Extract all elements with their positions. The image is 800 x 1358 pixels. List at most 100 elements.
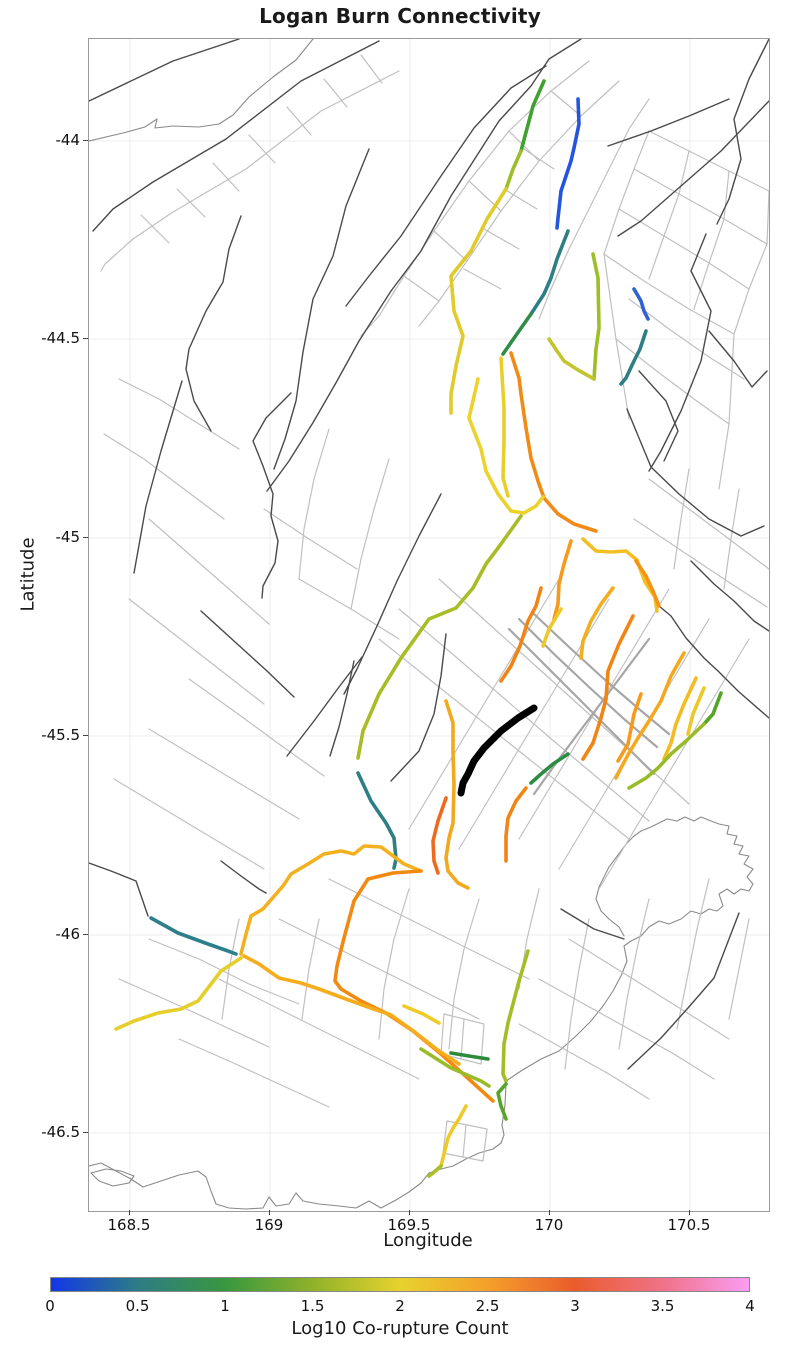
- x-tick-mark: [129, 1210, 131, 1215]
- background-fault-trace: [442, 1120, 488, 1162]
- background-fault-trace: [626, 408, 765, 537]
- background-fault-trace: [113, 778, 265, 870]
- background-fault-trace: [517, 617, 659, 749]
- background-fault-trace: [176, 188, 206, 218]
- background-fault-trace: [360, 60, 590, 337]
- co-rupture-segment: [619, 329, 648, 386]
- background-fault-trace: [617, 100, 769, 237]
- co-rupture-segment: [702, 691, 723, 726]
- y-tick-mark: [83, 537, 88, 539]
- co-rupture-segment: [114, 956, 243, 1031]
- co-rupture-segment: [634, 559, 661, 608]
- co-rupture-segment: [467, 377, 545, 515]
- background-fault-trace: [538, 98, 650, 320]
- colorbar: [50, 1277, 750, 1292]
- background-fault-trace: [603, 253, 630, 420]
- co-rupture-segment: [627, 722, 706, 790]
- background-fault-trace: [690, 560, 769, 632]
- background-fault-trace: [463, 268, 502, 290]
- background-fault-trace: [298, 428, 330, 580]
- background-fault-trace: [266, 39, 582, 492]
- background-fault-trace: [178, 1038, 330, 1108]
- background-fault-trace: [532, 637, 651, 796]
- co-rupture-segment: [439, 1104, 468, 1168]
- background-fault-trace: [728, 918, 750, 1020]
- co-rupture-segment: [541, 607, 563, 648]
- x-tick-label: 168.5: [107, 1216, 151, 1234]
- background-fault-trace: [390, 633, 447, 782]
- background-fault-trace: [723, 488, 740, 590]
- colorbar-tick-label: 0.5: [125, 1297, 150, 1315]
- x-tick-mark: [549, 1210, 551, 1215]
- colorbar-tick-label: 2: [395, 1297, 405, 1315]
- colorbar-tick-label: 1.5: [300, 1297, 325, 1315]
- map-canvas: [89, 39, 769, 1211]
- co-rupture-segment: [616, 692, 643, 763]
- co-rupture-segment: [529, 229, 570, 316]
- colorbar-tick-label: 3.5: [650, 1297, 675, 1315]
- co-rupture-segment: [662, 676, 698, 761]
- background-fault-trace: [440, 1013, 485, 1065]
- y-tick-label: -46: [55, 925, 81, 943]
- co-rupture-segment: [449, 187, 508, 415]
- colorbar-tick-label: 1: [220, 1297, 230, 1315]
- background-fault-trace: [118, 378, 240, 450]
- background-fault-trace: [615, 338, 730, 425]
- background-fault-trace: [550, 90, 582, 117]
- background-fault-trace: [218, 978, 420, 1080]
- background-fault-trace: [603, 253, 735, 335]
- background-fault-trace: [220, 860, 267, 894]
- x-tick-label: 170: [534, 1216, 564, 1234]
- background-fault-trace: [188, 678, 325, 777]
- x-tick-mark: [409, 1210, 411, 1215]
- co-rupture-segment: [496, 1082, 508, 1121]
- chart-title: Logan Burn Connectivity: [259, 4, 541, 28]
- co-rupture-segment: [529, 752, 570, 785]
- background-fault-trace: [462, 1124, 467, 1158]
- y-tick-label: -46.5: [41, 1123, 80, 1141]
- background-fault-trace: [263, 508, 358, 570]
- co-rupture-segment: [499, 356, 510, 498]
- y-tick-label: -45.5: [41, 726, 80, 744]
- co-rupture-segment: [519, 79, 546, 153]
- co-rupture-segment: [614, 651, 686, 780]
- background-fault-trace: [185, 215, 242, 432]
- background-fault-trace: [433, 230, 468, 262]
- y-tick-mark: [83, 1132, 88, 1134]
- colorbar-label: Log10 Co-rupture Count: [291, 1318, 509, 1339]
- co-rupture-segment: [239, 844, 423, 956]
- y-tick-mark: [83, 735, 88, 737]
- background-fault-trace: [221, 918, 240, 1020]
- background-fault-trace: [564, 918, 590, 1070]
- background-fault-trace: [507, 627, 656, 776]
- background-fault-trace: [403, 275, 440, 302]
- co-rupture-segment: [591, 252, 601, 381]
- co-rupture-segment: [581, 614, 635, 761]
- background-fault-trace: [89, 862, 149, 917]
- x-tick-label: 169: [254, 1216, 284, 1234]
- background-fault-trace: [618, 208, 750, 290]
- y-tick-mark: [83, 338, 88, 340]
- background-fault-trace: [328, 878, 530, 980]
- co-rupture-segment: [632, 287, 650, 321]
- background-fault-trace: [633, 168, 768, 245]
- co-rupture-segment: [547, 337, 596, 381]
- background-fault-trace: [633, 518, 768, 608]
- background-fault-trace: [648, 233, 712, 472]
- background-fault-trace: [503, 188, 538, 210]
- background-fault-trace: [103, 433, 225, 520]
- background-fault-trace: [538, 978, 715, 1080]
- background-fault-trace: [212, 162, 240, 192]
- background-fault-trace: [248, 134, 276, 164]
- colorbar-tick-label: 0: [45, 1297, 55, 1315]
- colorbar-tick-label: 4: [745, 1297, 755, 1315]
- co-rupture-segment: [449, 1051, 490, 1061]
- logan-burn-fault: [457, 704, 538, 797]
- co-rupture-segment: [579, 586, 615, 660]
- co-rupture-segment: [504, 786, 528, 863]
- background-fault-trace: [603, 130, 650, 255]
- co-rupture-segment: [504, 149, 523, 191]
- background-fault-trace: [418, 80, 620, 327]
- background-fault-trace: [518, 1023, 650, 1100]
